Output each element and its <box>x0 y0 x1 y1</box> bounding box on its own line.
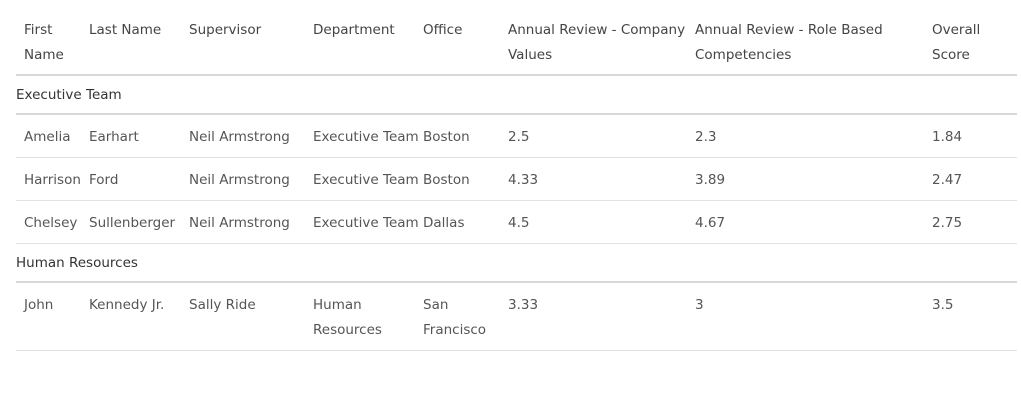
cell-first-name: John <box>16 282 89 351</box>
table-row[interactable]: Amelia Earhart Neil Armstrong Executive … <box>16 114 1017 158</box>
group-header-row[interactable]: Human Resources <box>16 243 1017 283</box>
column-header-first-name[interactable]: First Name <box>16 0 89 76</box>
group-header-row[interactable]: Executive Team <box>16 75 1017 115</box>
table-header: First Name Last Name Supervisor Departme… <box>16 0 1017 76</box>
cell-last-name: Earhart <box>89 114 189 158</box>
column-header-supervisor[interactable]: Supervisor <box>189 0 313 76</box>
table-row[interactable]: John Kennedy Jr. Sally Ride Human Resour… <box>16 282 1017 351</box>
cell-first-name: Chelsey <box>16 200 89 244</box>
cell-supervisor: Neil Armstrong <box>189 114 313 158</box>
review-table: First Name Last Name Supervisor Departme… <box>16 0 1017 351</box>
cell-role-competencies: 3 <box>695 282 932 351</box>
cell-overall-score: 2.75 <box>932 200 1017 244</box>
cell-supervisor: Neil Armstrong <box>189 200 313 244</box>
cell-company-values: 3.33 <box>508 282 695 351</box>
cell-department: Executive Team <box>313 157 423 201</box>
cell-department: Human Resources <box>313 282 423 351</box>
cell-department: Executive Team <box>313 114 423 158</box>
group-human-resources: Human Resources <box>16 243 1017 283</box>
cell-company-values: 4.33 <box>508 157 695 201</box>
cell-last-name: Kennedy Jr. <box>89 282 189 351</box>
cell-first-name: Harrison <box>16 157 89 201</box>
cell-role-competencies: 4.67 <box>695 200 932 244</box>
column-header-last-name[interactable]: Last Name <box>89 0 189 76</box>
cell-company-values: 2.5 <box>508 114 695 158</box>
cell-role-competencies: 3.89 <box>695 157 932 201</box>
table-row[interactable]: Harrison Ford Neil Armstrong Executive T… <box>16 157 1017 201</box>
group-title: Human Resources <box>16 243 1017 283</box>
group-rows-executive-team: Amelia Earhart Neil Armstrong Executive … <box>16 114 1017 244</box>
cell-last-name: Sullenberger <box>89 200 189 244</box>
group-executive-team: Executive Team <box>16 75 1017 115</box>
cell-supervisor: Neil Armstrong <box>189 157 313 201</box>
cell-last-name: Ford <box>89 157 189 201</box>
cell-role-competencies: 2.3 <box>695 114 932 158</box>
header-row: First Name Last Name Supervisor Departme… <box>16 0 1017 76</box>
cell-supervisor: Sally Ride <box>189 282 313 351</box>
cell-overall-score: 2.47 <box>932 157 1017 201</box>
cell-office: Boston <box>423 157 508 201</box>
cell-office: Boston <box>423 114 508 158</box>
cell-first-name: Amelia <box>16 114 89 158</box>
group-rows-human-resources: John Kennedy Jr. Sally Ride Human Resour… <box>16 282 1017 351</box>
cell-office: Dallas <box>423 200 508 244</box>
cell-department: Executive Team <box>313 200 423 244</box>
cell-overall-score: 3.5 <box>932 282 1017 351</box>
column-header-overall-score[interactable]: Overall Score <box>932 0 1017 76</box>
group-title: Executive Team <box>16 75 1017 115</box>
cell-company-values: 4.5 <box>508 200 695 244</box>
cell-office: San Francisco <box>423 282 508 351</box>
table-row[interactable]: Chelsey Sullenberger Neil Armstrong Exec… <box>16 200 1017 244</box>
column-header-role-competencies[interactable]: Annual Review - Role Based Competencies <box>695 0 932 76</box>
column-header-department[interactable]: Department <box>313 0 423 76</box>
column-header-office[interactable]: Office <box>423 0 508 76</box>
cell-overall-score: 1.84 <box>932 114 1017 158</box>
column-header-company-values[interactable]: Annual Review - Company Values <box>508 0 695 76</box>
